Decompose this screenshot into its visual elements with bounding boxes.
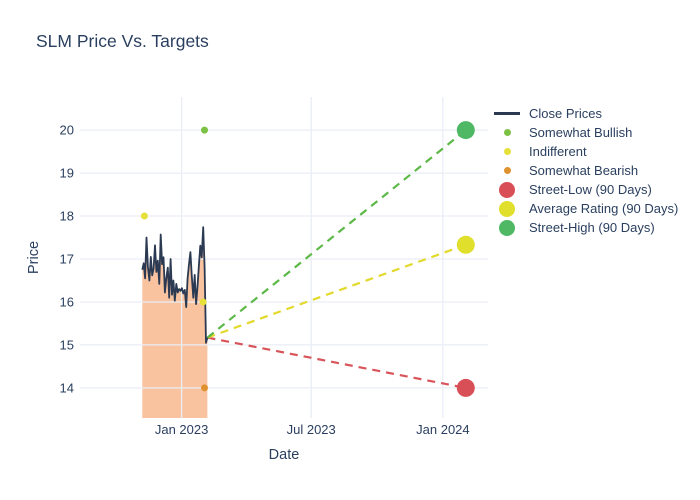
legend-label: Street-High (90 Days) [529,220,655,235]
legend-marker [499,200,515,217]
target-marker-average-rating-90-days [456,235,475,254]
target-marker-street-high-90-days [456,121,475,140]
rating-dot-somewhat-bearish [201,384,208,392]
legend-marker [499,219,515,236]
projection-line-street-low-90-days [207,336,467,389]
projection-line-street-high-90-days [206,129,467,339]
y-axis-title: Price [26,241,42,274]
line-swatch-icon [494,112,520,115]
legend-label: Indifferent [529,144,587,159]
close-price-line [141,226,209,344]
y-tick-label: 19 [60,166,74,181]
legend-item-close-prices[interactable]: Close Prices [494,104,678,123]
somewhat-bearish-dot-icon [494,167,520,174]
legend-marker [503,167,511,174]
legend-item-street-high-90-days[interactable]: Street-High (90 Days) [494,218,678,237]
street-low-90-days-dot-icon [494,181,520,198]
y-tick-label: 16 [60,295,74,310]
target-marker-street-low-90-days [456,378,475,397]
legend-marker [494,112,520,115]
chart-title: SLM Price Vs. Targets [36,31,209,51]
indifferent-dot-icon [494,148,520,155]
rating-dot-somewhat-bullish [201,126,208,134]
y-tick-label: 17 [60,252,74,267]
legend-label: Somewhat Bullish [529,125,633,140]
legend-item-average-rating-90-days[interactable]: Average Rating (90 Days) [494,199,678,218]
legend-item-street-low-90-days[interactable]: Street-Low (90 Days) [494,180,678,199]
projection-line-average-rating-90-days [207,243,467,339]
legend-item-indifferent[interactable]: Indifferent [494,142,678,161]
legend-label: Somewhat Bearish [529,163,639,178]
legend-label: Street-Low (90 Days) [529,182,652,197]
rating-dot-indifferent [199,298,207,306]
legend: Close Prices Somewhat Bullish Indifferent S… [494,104,678,237]
x-axis-title: Date [269,447,300,463]
somewhat-bullish-dot-icon [494,129,520,136]
legend-marker [503,129,511,136]
y-tick-label: 18 [60,209,74,224]
y-tick-label: 14 [60,380,74,395]
rating-dot-indifferent [140,212,148,220]
legend-label: Close Prices [529,106,602,121]
close-price-area [142,227,208,418]
legend-item-somewhat-bullish[interactable]: Somewhat Bullish [494,123,678,142]
x-tick-label: Jul 2023 [287,422,336,437]
legend-item-somewhat-bearish[interactable]: Somewhat Bearish [494,161,678,180]
average-rating-90-days-dot-icon [494,200,520,217]
y-tick-label: 20 [60,123,74,138]
legend-marker [503,148,511,155]
x-tick-label: Jan 2024 [416,422,470,437]
legend-label: Average Rating (90 Days) [529,201,679,216]
legend-marker [499,181,515,198]
street-high-90-days-dot-icon [494,219,520,236]
y-tick-label: 15 [60,337,74,352]
x-tick-label: Jan 2023 [155,422,209,437]
